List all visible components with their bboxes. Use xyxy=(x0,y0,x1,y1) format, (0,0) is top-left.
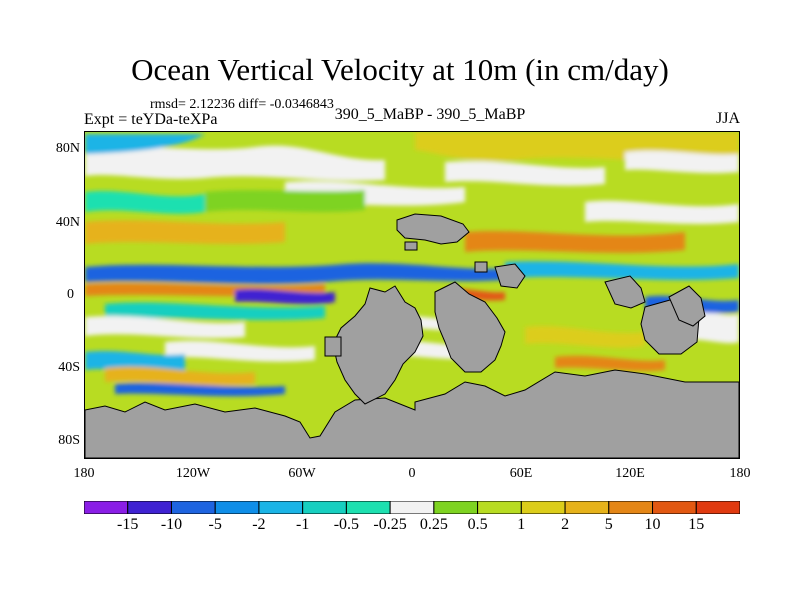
lat-label-40s: 40S xyxy=(58,360,80,375)
lon-label-0: 0 xyxy=(408,466,416,481)
land-africa xyxy=(434,281,506,373)
colorbar-label: -1 xyxy=(296,516,310,533)
lon-label-60w: 60W xyxy=(288,466,316,481)
field-white-north-1 xyxy=(85,145,385,181)
field-orange-midlat-2 xyxy=(465,230,685,253)
colorbar-label: 5 xyxy=(604,516,613,533)
figure-title: Ocean Vertical Velocity at 10m (in cm/da… xyxy=(131,52,669,87)
colorbar-label: -0.5 xyxy=(333,516,360,533)
colorbar-label: 15 xyxy=(688,516,705,533)
lat-label-80s: 80S xyxy=(58,433,80,448)
lon-label-120w: 120W xyxy=(175,466,211,481)
colorbar-label: -5 xyxy=(208,516,222,533)
colorbar-swatch xyxy=(258,501,304,514)
stats-text: rmsd= 2.12236 diff= -0.0346843 xyxy=(150,97,334,112)
colorbar-label: -2 xyxy=(252,516,266,533)
field-purple-eq xyxy=(235,289,335,305)
experiment-label: Expt = teYDa-teXPa xyxy=(84,111,218,128)
colorbar-swatch xyxy=(389,501,435,514)
land-south-america xyxy=(332,285,424,405)
colorbar-label: 0.5 xyxy=(467,516,488,533)
land-arabia xyxy=(494,263,526,289)
field-orange-south xyxy=(105,366,255,386)
colorbar-label: 2 xyxy=(561,516,570,533)
field-green-north xyxy=(205,190,365,212)
colorbar-swatch xyxy=(84,501,129,514)
colorbar-label: 10 xyxy=(644,516,661,533)
field-orange-midlat-1 xyxy=(85,220,285,244)
field-white-midlat xyxy=(585,200,739,224)
field-blue-eq-1 xyxy=(85,263,505,284)
colorbar-label: -0.25 xyxy=(373,516,407,533)
field-teal-eq xyxy=(105,302,325,320)
field-teal-north xyxy=(85,190,205,214)
lon-label-180e: 180 xyxy=(729,466,751,481)
field-white-north-3 xyxy=(445,160,605,186)
land-island-3 xyxy=(324,336,342,357)
land-new-zealand xyxy=(668,285,706,327)
land-antarctica xyxy=(84,369,740,459)
colorbar-swatch xyxy=(127,501,172,514)
colorbar-swatch xyxy=(520,501,566,514)
lat-label-0: 0 xyxy=(67,287,74,302)
colorbar-label: -10 xyxy=(160,516,183,533)
colorbar-swatch xyxy=(345,501,391,514)
field-yellow-south xyxy=(525,325,645,348)
colorbar-swatch xyxy=(170,501,216,514)
field-cyan-north xyxy=(85,134,205,154)
colorbar-label: 1 xyxy=(517,516,526,533)
map-panel xyxy=(84,131,740,459)
field-white-eq-2 xyxy=(165,340,315,362)
land-island-2 xyxy=(404,241,418,251)
colorbar-swatch xyxy=(564,501,610,514)
lat-label-40n: 40N xyxy=(55,215,80,230)
season-label: JJA xyxy=(716,110,741,127)
land-southeast-asia xyxy=(604,275,646,309)
field-map xyxy=(84,132,740,459)
lon-label-180w: 180 xyxy=(73,466,95,481)
field-cyan-eq xyxy=(505,261,739,280)
velocity-field xyxy=(85,132,739,397)
lon-label-120e: 120E xyxy=(615,466,645,481)
land-masses xyxy=(84,213,740,459)
colorbar-label: -15 xyxy=(117,516,139,533)
field-blue-south xyxy=(115,383,285,397)
lat-label-80n: 80N xyxy=(55,141,80,156)
colorbar xyxy=(84,501,740,514)
case-label: 390_5_MaBP - 390_5_MaBP xyxy=(334,106,526,123)
lon-label-60e: 60E xyxy=(509,466,533,481)
colorbar-swatch xyxy=(477,501,522,514)
colorbar-swatch xyxy=(608,501,654,514)
colorbar-label: 0.25 xyxy=(419,516,448,533)
field-white-north-4 xyxy=(625,150,739,174)
field-white-eq-1 xyxy=(85,315,245,339)
colorbar-swatch xyxy=(652,501,697,514)
field-orange-south-2 xyxy=(555,355,665,372)
land-europe-asia xyxy=(396,213,470,245)
colorbar-swatch xyxy=(695,501,740,514)
colorbar-swatch xyxy=(433,501,479,514)
land-island-1 xyxy=(474,261,488,273)
colorbar-swatch xyxy=(214,501,260,514)
colorbar-swatch xyxy=(302,501,347,514)
